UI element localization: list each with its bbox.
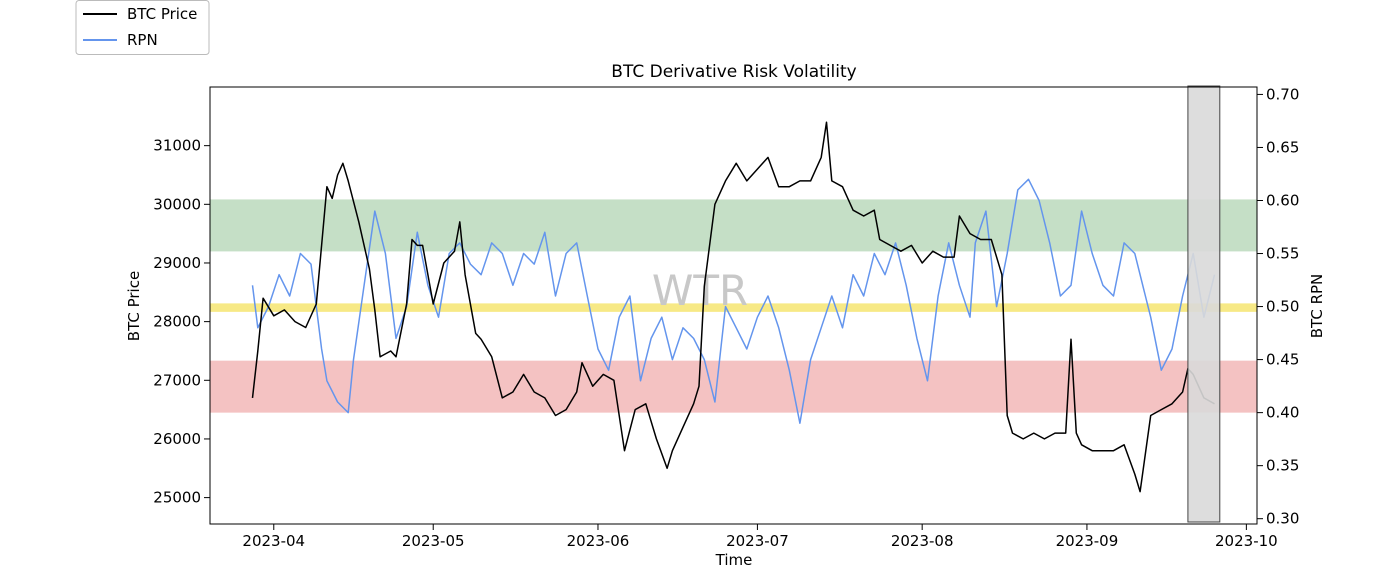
legend: BTC Price RPN [75,0,210,55]
series-layer [251,121,1216,493]
y-right-tick-label: 0.30 [1266,510,1299,528]
y-axis-left: 25000 26000 27000 28000 29000 30000 31000 [153,137,210,507]
y-left-tick-label: 25000 [153,489,201,507]
y-left-tick-label: 30000 [153,195,201,213]
y-left-tick-label: 29000 [153,254,201,272]
y-axis-left-label: BTC Price [125,271,143,341]
threshold-bands [210,199,1257,413]
y-axis-right-label: BTC RPN [1308,274,1326,339]
x-tick-label: 2023-08 [891,532,954,550]
plot-frame [209,86,1258,525]
y-right-tick-label: 0.35 [1266,457,1299,475]
band-mid [210,303,1257,312]
y-left-tick-label: 31000 [153,137,201,155]
y-right-tick-label: 0.50 [1266,298,1299,316]
legend-label-btc-price: BTC Price [127,5,197,23]
y-right-tick-label: 0.45 [1266,351,1299,369]
chart-title: BTC Derivative Risk Volatility [611,62,856,82]
watermark: WTR [652,266,748,315]
y-right-tick-label: 0.70 [1266,85,1299,103]
x-axis-label: Time [715,551,753,569]
y-axis-right: 0.30 0.35 0.40 0.45 0.50 0.55 0.60 0.65 0.70 [1257,85,1299,528]
band-high [210,199,1257,252]
x-tick-label: 2023-09 [1056,532,1119,550]
y-right-tick-label: 0.60 [1266,191,1299,209]
y-left-tick-label: 27000 [153,371,201,389]
series-btc-price [251,121,1215,493]
x-tick-label: 2023-07 [726,532,789,550]
highlight-window [1187,85,1221,523]
legend-label-rpn: RPN [127,31,158,49]
x-tick-label: 2023-04 [242,532,305,550]
x-tick-label: 2023-06 [567,532,630,550]
x-tick-label: 2023-10 [1215,532,1278,550]
band-low [210,360,1257,413]
x-tick-label: 2023-05 [402,532,465,550]
series-rpn [251,178,1216,424]
x-axis: 2023-04 2023-05 2023-06 2023-07 2023-08 2023-… [242,524,1278,550]
y-right-tick-label: 0.65 [1266,138,1299,156]
y-left-tick-label: 28000 [153,313,201,331]
y-left-tick-label: 26000 [153,430,201,448]
y-right-tick-label: 0.55 [1266,245,1299,263]
y-right-tick-label: 0.40 [1266,404,1299,422]
